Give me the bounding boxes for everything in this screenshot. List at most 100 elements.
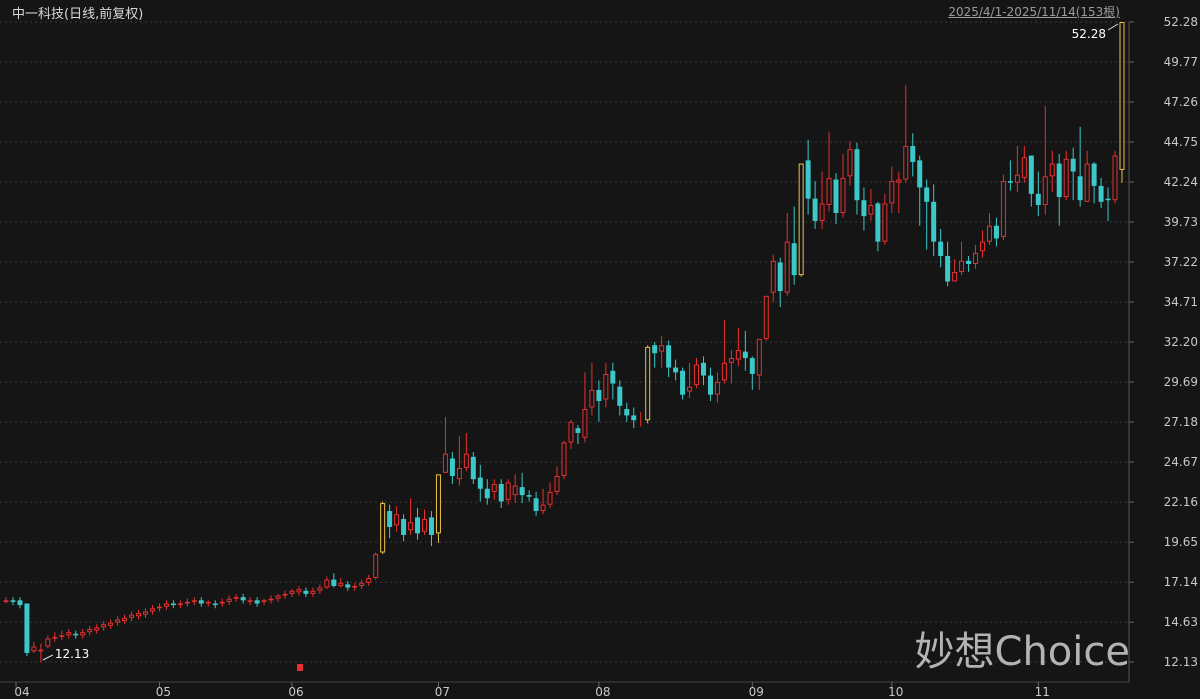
candle-body (924, 187, 930, 202)
y-tick-label: 49.77 (1164, 55, 1198, 69)
candle-body (1028, 155, 1034, 194)
candle (163, 600, 169, 610)
candle-body (170, 603, 176, 606)
candle-body (666, 345, 672, 368)
candle (582, 372, 588, 443)
candle (428, 511, 434, 547)
candle (819, 171, 825, 229)
candle (1119, 22, 1125, 183)
candle (910, 133, 916, 177)
candle-body (694, 364, 700, 386)
y-tick-label: 47.26 (1164, 95, 1198, 109)
candle-body (338, 582, 344, 586)
candle (1056, 153, 1062, 226)
candle (770, 254, 776, 303)
candle-body (659, 345, 665, 352)
candle-body (387, 511, 393, 527)
y-tick-label: 37.22 (1164, 255, 1198, 269)
candle-body (101, 624, 107, 628)
candle-body (826, 177, 832, 205)
candle-body (540, 504, 546, 512)
candle-body (38, 649, 44, 652)
candle-body (1098, 185, 1104, 202)
candle (296, 585, 302, 596)
date-range-label[interactable]: 2025/4/1-2025/11/14(153根) (948, 5, 1120, 19)
candle-body (959, 260, 965, 272)
candle (275, 593, 281, 602)
candle (1007, 160, 1013, 191)
candle-body (331, 579, 337, 586)
candle (680, 367, 686, 400)
candle-body (798, 163, 804, 276)
candle-body (1042, 176, 1048, 205)
candle (24, 603, 30, 657)
candle-body (73, 633, 79, 636)
candle-body (401, 519, 407, 535)
candle (442, 416, 448, 473)
candle (875, 201, 881, 252)
event-marker-icon[interactable] (296, 664, 303, 671)
candle-body (519, 487, 525, 496)
candle-body (1084, 163, 1090, 202)
candle (854, 142, 860, 215)
candle (17, 597, 23, 609)
candle (394, 506, 400, 532)
candle-body (931, 201, 937, 242)
candle (742, 330, 748, 371)
y-tick-label: 42.24 (1164, 175, 1198, 189)
candle (45, 635, 51, 649)
candle-body (205, 601, 211, 604)
candle-body (52, 636, 58, 639)
candle-body (631, 415, 637, 421)
candle (812, 181, 818, 229)
candle (924, 179, 930, 250)
candle (310, 587, 316, 598)
candle (73, 630, 79, 639)
candle-body (163, 603, 169, 607)
candle-body (3, 600, 9, 602)
candle-body (129, 614, 135, 618)
candle (52, 632, 58, 642)
candle-body (66, 632, 72, 636)
candle-body (10, 600, 16, 602)
candle (666, 340, 672, 378)
candle-body (491, 483, 497, 492)
candle-body (143, 611, 148, 615)
candle-body (415, 517, 421, 534)
candle (449, 452, 455, 484)
y-tick-label: 39.73 (1164, 215, 1198, 229)
candle (282, 590, 288, 599)
candle (861, 187, 867, 231)
candle-body (680, 370, 686, 395)
candle-body (240, 597, 246, 601)
candle (575, 424, 581, 445)
candle-body (59, 635, 65, 637)
grid-layer (0, 21, 1129, 663)
candle (212, 600, 218, 609)
candle (631, 407, 637, 429)
candle-body (589, 389, 595, 408)
candle (561, 440, 567, 480)
candle (896, 171, 902, 213)
candle (498, 479, 504, 508)
candle-body (763, 295, 769, 339)
candle (624, 402, 630, 422)
y-tick-label: 17.14 (1164, 575, 1198, 589)
candle-body (966, 260, 972, 264)
candle (749, 356, 755, 390)
candle-body (1105, 198, 1111, 201)
candle (512, 474, 518, 504)
candle-body (380, 503, 386, 553)
candle (1042, 106, 1048, 215)
candle-body (45, 638, 51, 647)
candle (1028, 155, 1034, 207)
candle-body (219, 601, 225, 604)
candle (484, 479, 490, 505)
candle-body (840, 177, 846, 213)
y-tick-label: 14.63 (1164, 615, 1198, 629)
candle (338, 577, 344, 588)
candle (959, 241, 965, 276)
candle-body (456, 468, 462, 480)
y-tick-label: 34.71 (1164, 295, 1198, 309)
candle-body (882, 203, 888, 242)
